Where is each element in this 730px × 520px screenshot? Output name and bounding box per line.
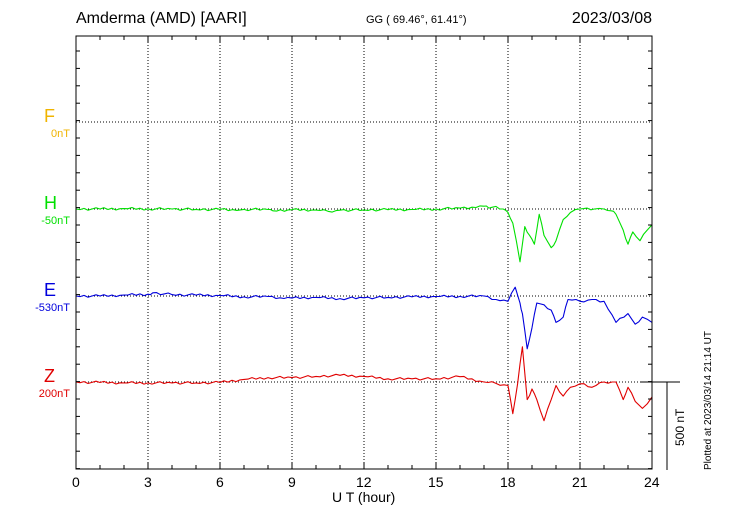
scale-bar-label: 500 nT — [673, 408, 687, 446]
x-tick-label-24: 24 — [644, 474, 660, 490]
x-tick-label-21: 21 — [572, 474, 588, 490]
axis-ticks — [75, 36, 653, 470]
series-line-H — [75, 205, 653, 263]
x-tick-label-3: 3 — [144, 474, 152, 490]
series-label-H: H — [44, 193, 57, 213]
series-label-F: F — [44, 106, 55, 126]
x-tick-label-6: 6 — [216, 474, 224, 490]
x-axis-label: U T (hour) — [332, 489, 396, 505]
plot-date: 2023/03/08 — [571, 10, 652, 27]
geographic-coords: GG ( 69.46°, 61.41°) — [366, 14, 467, 26]
series-label-E: E — [44, 280, 57, 300]
series-baseline-Z: 200nT — [38, 388, 70, 400]
plotted-timestamp: Plotted at 2023/03/14 21:14 UT — [703, 331, 714, 470]
x-tick-label-15: 15 — [428, 474, 444, 490]
series-line-Z — [75, 346, 653, 422]
station-title: Amderma (AMD) [AARI] — [76, 10, 247, 27]
x-tick-label-12: 12 — [356, 474, 372, 490]
series-baseline-E: -530nT — [35, 302, 70, 314]
scale-bar — [640, 381, 680, 470]
grid-lines — [76, 36, 652, 469]
series-baseline-F: 0nT — [51, 128, 70, 140]
x-tick-label-18: 18 — [500, 474, 516, 490]
series-baseline-H: -50nT — [41, 215, 70, 227]
series-traces — [75, 205, 653, 422]
series-line-E — [75, 286, 653, 350]
x-tick-label-0: 0 — [72, 474, 80, 490]
series-label-Z: Z — [44, 366, 55, 386]
x-tick-label-9: 9 — [288, 474, 296, 490]
